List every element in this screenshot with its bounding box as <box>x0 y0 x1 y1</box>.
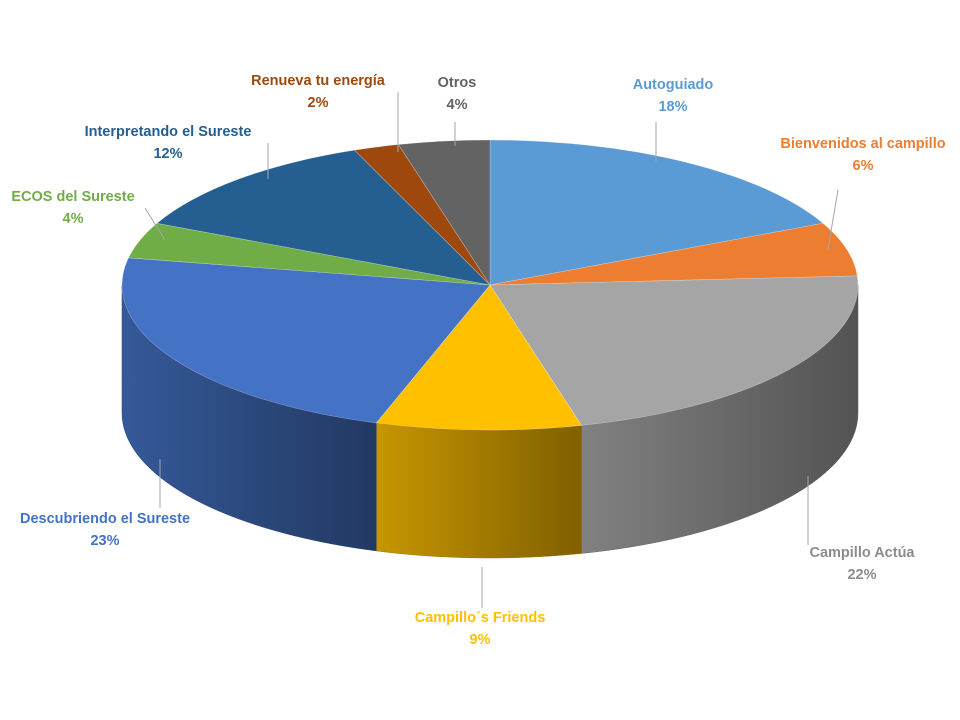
slice-name-label-7: Renueva tu energía <box>251 73 386 89</box>
slice-name-label-2: Campillo Actúa <box>809 545 915 561</box>
label-leaders <box>144 92 839 608</box>
slice-value-label-3: 9% <box>470 632 491 648</box>
pie-slice-1 <box>489 222 858 286</box>
slice-name-label-5: ECOS del Sureste <box>11 189 134 205</box>
slice-name-label-4: Descubriendo el Sureste <box>20 511 190 527</box>
pie-sides <box>121 284 859 559</box>
slice-value-label-7: 2% <box>308 95 329 111</box>
pie-tops <box>121 139 859 431</box>
slice-value-label-5: 4% <box>63 211 84 227</box>
pie-slice-0 <box>489 139 824 286</box>
slice-value-label-6: 12% <box>153 146 182 162</box>
slice-value-label-4: 23% <box>90 533 119 549</box>
slice-value-label-8: 4% <box>447 97 468 113</box>
slice-value-label-0: 18% <box>658 99 687 115</box>
slice-name-label-6: Interpretando el Sureste <box>85 124 252 140</box>
slice-name-label-3: Campillo´s Friends <box>415 610 546 626</box>
slice-value-label-1: 6% <box>853 158 874 174</box>
slice-name-label-8: Otros <box>438 75 477 91</box>
pie-slice-3 <box>375 284 583 431</box>
pie-slice-5 <box>128 222 491 286</box>
slice-name-label-1: Bienvenidos al campillo <box>780 136 945 152</box>
data-labels: Autoguiado 18% Bienvenidos al campillo 6% Ca… <box>11 73 945 648</box>
pie-slice-6 <box>156 149 491 286</box>
pie-slice-8 <box>397 139 491 287</box>
pie-slice-4 <box>121 257 491 424</box>
pie-side-3 <box>376 422 582 559</box>
slice-name-label-0: Autoguiado <box>633 77 714 93</box>
pie-slice-2 <box>489 275 859 426</box>
slice-value-label-2: 22% <box>847 567 876 583</box>
leader-line-5 <box>144 207 166 241</box>
leader-line-1 <box>827 189 839 250</box>
